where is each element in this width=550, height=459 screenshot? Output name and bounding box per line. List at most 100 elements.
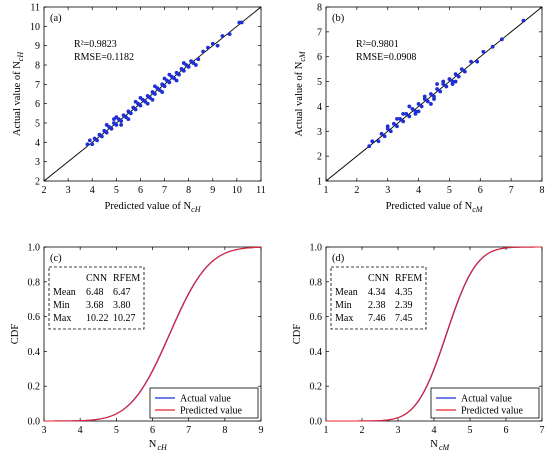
data-point — [162, 84, 167, 89]
x-tick-label: 8 — [540, 185, 545, 196]
data-point — [186, 65, 191, 69]
data-point — [109, 126, 114, 131]
y-tick-label: 4 — [317, 102, 322, 113]
data-point — [181, 68, 186, 73]
y-tick-label: 0.2 — [28, 382, 41, 393]
x-tick-label: 8 — [222, 425, 227, 436]
panel-c: 3 4 5 6 7 8 9 0.0 0.2 0.4 0.6 0.8 1.0 (c) N cH CDF CNN RFE… — [10, 243, 264, 453]
data-point — [104, 123, 109, 127]
x-tick-label: 1 — [324, 425, 329, 436]
table-cell: Mean — [53, 287, 76, 298]
legend-label: Actual value — [461, 394, 512, 405]
y-tick-label: 0.8 — [28, 277, 41, 288]
x-tick-label: 7 — [162, 185, 167, 196]
legend-box — [149, 387, 259, 419]
data-point — [419, 104, 424, 109]
data-point — [438, 89, 443, 94]
y-tick-label: 6 — [317, 52, 322, 63]
data-point — [162, 76, 167, 81]
data-point — [99, 134, 104, 139]
y-tick-label: 3 — [317, 127, 322, 138]
y-axis-title: Actual value of NcM — [294, 50, 307, 136]
y-axis-title: Actual value of NcH — [12, 51, 25, 136]
x-tick-label: 2 — [360, 425, 365, 436]
table-cell: Min — [53, 300, 70, 311]
x-tick-label: 4 — [78, 425, 83, 436]
x-tick-label: 10 — [232, 185, 242, 196]
data-point — [413, 111, 418, 116]
data-point — [201, 49, 206, 54]
data-point — [456, 74, 461, 79]
x-tick-label: 7 — [509, 185, 514, 196]
data-point — [206, 45, 210, 50]
data-point — [407, 104, 412, 109]
data-point — [416, 102, 421, 106]
data-point — [133, 107, 138, 112]
x-tick-label: 5 — [447, 185, 452, 196]
data-point — [447, 77, 452, 81]
data-point — [87, 138, 92, 143]
y-tick-label: 8 — [35, 61, 40, 72]
legend-label: Predicted value — [180, 406, 242, 417]
y-tick-label: 0.8 — [310, 277, 323, 288]
x-tick-label: 3 — [66, 185, 71, 196]
x-tick-label: 6 — [478, 185, 483, 196]
table-header: CNN — [86, 273, 107, 284]
x-axis-title: N — [149, 439, 157, 450]
data-point — [429, 102, 433, 106]
data-point — [104, 130, 109, 135]
data-point — [395, 124, 399, 129]
data-point — [429, 92, 433, 96]
x-tick-label: 2 — [354, 185, 359, 196]
data-point — [395, 116, 399, 121]
reference-line — [325, 6, 543, 182]
stat-label: RMSE=0.0908 — [356, 52, 416, 63]
reference-line — [43, 6, 262, 182]
stat-label: R²=0.9801 — [356, 39, 399, 50]
table-cell: 6.48 — [86, 287, 104, 298]
x-axis-title: Predicted value of NcH — [105, 201, 202, 214]
data-point — [90, 142, 95, 147]
table-cell: 3.68 — [86, 300, 104, 311]
x-tick-label: 5 — [114, 185, 119, 196]
table-cell: 2.39 — [395, 300, 413, 311]
panel-label: (d) — [332, 253, 345, 264]
y-axis-title: CDF — [292, 324, 303, 345]
data-point — [367, 144, 372, 149]
table-cell: Max — [335, 313, 353, 324]
x-tick-label: 7 — [186, 425, 191, 436]
data-point — [177, 72, 181, 77]
y-tick-label: 2 — [317, 152, 322, 163]
x-tick-label: 9 — [259, 425, 264, 436]
table-header: RFEM — [113, 273, 140, 284]
y-tick-label: 0.0 — [310, 417, 323, 428]
data-point — [490, 44, 495, 49]
data-point — [128, 111, 133, 116]
data-point — [422, 94, 427, 99]
panel-label: (b) — [332, 13, 345, 24]
data-point — [382, 134, 387, 139]
data-point — [150, 97, 155, 102]
data-point — [85, 142, 90, 147]
x-tick-label: 5 — [114, 425, 119, 436]
cdf-series-line — [326, 246, 542, 422]
data-point — [181, 61, 186, 65]
stat-label: R²=0.9823 — [74, 39, 117, 50]
x-tick-label: 9 — [210, 185, 215, 196]
data-point — [469, 59, 473, 64]
table-cell: 4.34 — [368, 287, 386, 298]
panel-b: 1 2 3 4 5 6 7 8 1 2 3 4 5 6 7 8 (b) Predicted value of Nc… — [294, 3, 545, 215]
table-header: CNN — [368, 273, 389, 284]
y-tick-label: 10 — [30, 22, 40, 33]
table-cell: 10.22 — [86, 313, 109, 324]
cdf-series-line — [44, 246, 262, 422]
y-tick-label: 2 — [35, 177, 40, 188]
data-point — [404, 111, 409, 116]
y-tick-label: 0.6 — [310, 312, 323, 323]
data-point — [391, 121, 396, 126]
plot-frame — [325, 6, 543, 182]
data-point — [401, 119, 406, 124]
y-tick-label: 0.4 — [28, 347, 41, 358]
data-point — [153, 92, 157, 96]
